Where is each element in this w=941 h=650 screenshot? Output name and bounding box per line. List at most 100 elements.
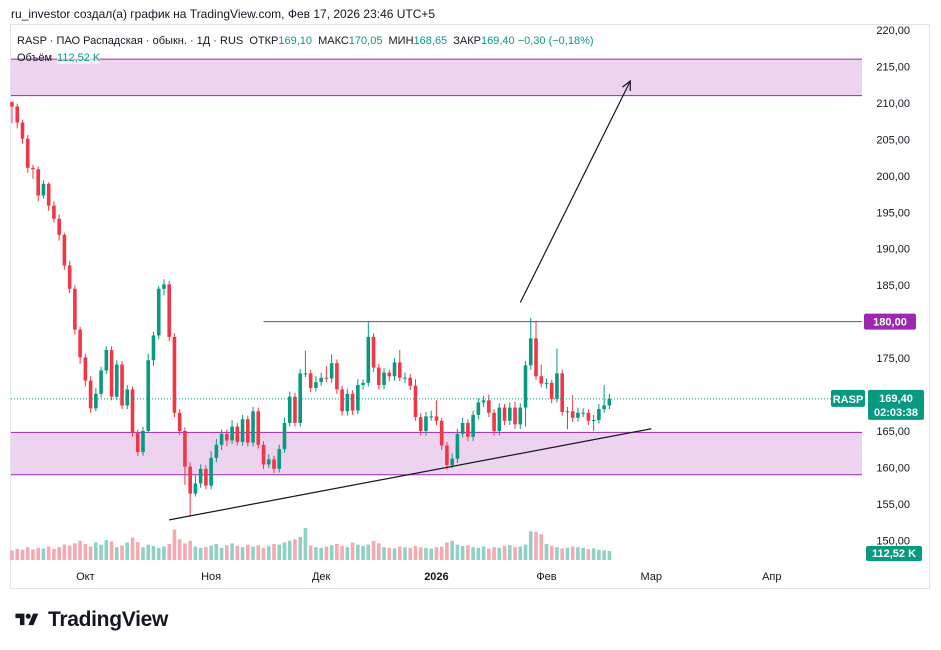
candle-body: [31, 167, 35, 170]
candle-body: [198, 468, 203, 484]
candle-body: [340, 389, 344, 412]
tradingview-logo-text: TradingView: [48, 608, 169, 631]
price-tick-label: 200,00: [876, 171, 910, 183]
volume-bar: [193, 546, 198, 560]
candle-body: [125, 389, 130, 406]
candle-body: [156, 288, 161, 336]
candle-body: [20, 122, 25, 139]
volume-value: 112,52 K: [57, 52, 101, 64]
candle-body: [246, 419, 250, 443]
candle-body: [434, 416, 439, 421]
symbol-badge: [831, 389, 865, 407]
price-tick-label: 160,00: [876, 462, 910, 474]
volume-bars: [10, 528, 612, 560]
candle-body: [418, 417, 423, 431]
candle-body: [460, 422, 465, 434]
tradingview-logo-icon: [15, 613, 39, 626]
volume-bar: [314, 547, 318, 560]
candle-body: [256, 411, 261, 445]
candle-body: [424, 416, 428, 431]
volume-bar: [99, 544, 103, 560]
price-tick-label: 220,00: [876, 25, 910, 37]
volume-bar: [366, 544, 371, 560]
volume-bar: [120, 545, 124, 560]
volume-bar: [607, 551, 612, 560]
chart-frame: [10, 24, 930, 589]
volume-bar: [549, 545, 554, 560]
volume-bar: [130, 537, 135, 560]
candles: [10, 101, 612, 516]
ohlc-legend: RASP · ПАО Распадская · обыкн. · 1Д · RU…: [17, 35, 594, 47]
volume-bar: [576, 547, 580, 560]
time-tick-label: Ноя: [201, 571, 221, 583]
volume-bar: [78, 540, 82, 560]
candle-body: [513, 407, 517, 425]
volume-bar: [52, 548, 56, 560]
candle-body: [502, 407, 507, 421]
candle-body: [570, 411, 575, 418]
candle-body: [481, 400, 486, 403]
volume-bar: [25, 547, 30, 560]
volume-bar: [266, 545, 271, 560]
volume-bar: [146, 544, 151, 560]
candle-body: [591, 420, 596, 422]
candle-body: [586, 412, 591, 421]
volume-bar: [219, 547, 224, 560]
candle-body: [439, 420, 444, 446]
volume-bar: [565, 547, 570, 560]
volume-bar: [471, 547, 475, 560]
volume-bar: [141, 547, 145, 560]
candle-body: [539, 376, 544, 384]
candle-body: [62, 234, 67, 266]
volume-bar: [188, 540, 192, 560]
symbol-badge-text: RASP: [833, 394, 864, 406]
volume-bar: [303, 528, 308, 560]
candle-body: [88, 380, 93, 409]
volume-bar: [177, 539, 182, 560]
volume-label: Объём: [17, 52, 53, 64]
volume-bar: [413, 545, 418, 560]
volume-bar: [67, 545, 72, 560]
candle-body: [135, 433, 140, 453]
volume-bar: [156, 547, 161, 560]
volume-bar: [502, 545, 507, 560]
current-price-badge: [868, 389, 924, 420]
volume-bar: [230, 543, 234, 560]
volume-bar: [439, 546, 444, 560]
tradingview-logo[interactable]: TradingView: [12, 608, 168, 632]
volume-bar: [345, 547, 350, 560]
candle-body: [345, 393, 350, 412]
volume-bar: [492, 547, 496, 560]
volume-bar: [392, 548, 397, 560]
volume-bar: [361, 545, 365, 560]
candle-body: [99, 370, 103, 394]
candle-body: [392, 362, 397, 377]
volume-bar: [235, 545, 240, 560]
volume-bar: [335, 544, 339, 560]
volume-bar: [251, 546, 255, 560]
high-value: 170,05: [348, 35, 383, 47]
volume-bar: [183, 543, 187, 560]
candle-body: [277, 449, 282, 469]
candle-body: [141, 430, 145, 453]
volume-bar: [36, 547, 40, 560]
candle-body: [329, 363, 334, 379]
candle-body: [387, 372, 392, 377]
volume-bar: [350, 542, 355, 560]
volume-bar: [523, 544, 528, 560]
candle-body: [508, 407, 512, 421]
volume-bar: [298, 536, 302, 560]
volume-bar: [41, 548, 46, 560]
candle-body: [597, 409, 601, 421]
candle-body: [146, 360, 151, 431]
candle-body: [602, 405, 606, 410]
candle-body: [455, 433, 460, 459]
candle-body: [497, 407, 502, 431]
candle-body: [371, 336, 376, 368]
candle-body: [534, 338, 538, 377]
volume-bar: [340, 545, 344, 560]
candle-body: [544, 382, 549, 384]
volume-bar: [151, 545, 156, 560]
level-price-badge-text: 180,00: [873, 317, 907, 329]
